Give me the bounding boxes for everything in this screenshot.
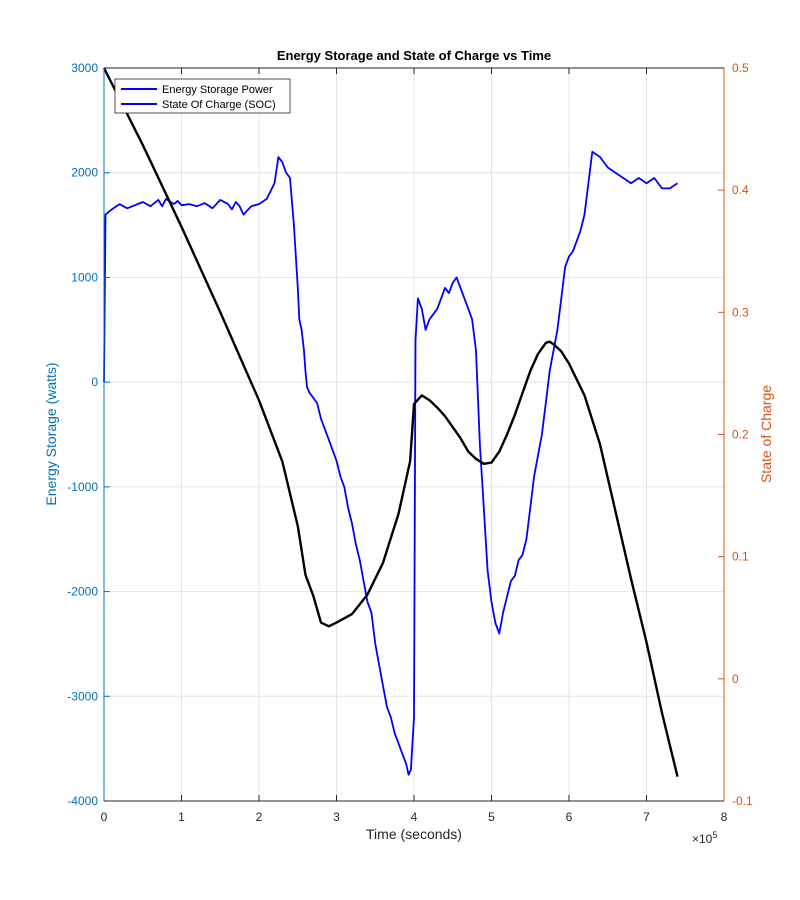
y-left-tick-label: -1000 xyxy=(67,480,98,494)
x-axis-exponent-base: ×10 xyxy=(692,832,713,846)
x-axis-label: Time (seconds) xyxy=(366,826,462,842)
chart-title: Energy Storage and State of Charge vs Ti… xyxy=(277,48,551,63)
y-right-tick-label: 0.4 xyxy=(732,183,749,197)
y-left-tick-label: 1000 xyxy=(71,270,98,284)
y-right-tick-label: 0.5 xyxy=(732,61,749,75)
legend-label-soc: State Of Charge (SOC) xyxy=(162,99,276,111)
y-left-tick-label: 2000 xyxy=(71,166,98,180)
legend-label-power: Energy Storage Power xyxy=(162,84,273,96)
y-right-tick-label: 0 xyxy=(732,672,739,686)
series-state-of-charge xyxy=(102,67,679,777)
y-left-tick-label: -2000 xyxy=(67,585,98,599)
x-tick-label: 6 xyxy=(566,810,573,824)
legend: Energy Storage Power State Of Charge (SO… xyxy=(114,78,291,114)
y-axis-right-label: State of Charge xyxy=(758,385,774,483)
x-tick-label: 1 xyxy=(178,810,185,824)
y-right-tick-label: -0.1 xyxy=(732,794,753,808)
y-right-tick-label: 0.1 xyxy=(732,550,749,564)
x-tick-label: 4 xyxy=(411,810,418,824)
x-axis-exponent-power: 5 xyxy=(712,830,717,840)
x-tick-label: 0 xyxy=(101,810,108,824)
y-right-tick-label: 0.2 xyxy=(732,428,749,442)
x-tick-label: 8 xyxy=(721,810,728,824)
x-tick-label: 3 xyxy=(333,810,340,824)
y-left-tick-label: -3000 xyxy=(67,689,98,703)
x-tick-label: 2 xyxy=(256,810,263,824)
series-layer xyxy=(102,67,679,777)
y-right-tick-label: 0.3 xyxy=(732,305,749,319)
y-left-tick-label: 3000 xyxy=(71,61,98,75)
y-left-tick-label: 0 xyxy=(91,375,98,389)
y-left-tick-label: -4000 xyxy=(67,794,98,808)
y-axis-left-label: Energy Storage (watts) xyxy=(43,362,59,505)
x-tick-label: 7 xyxy=(643,810,650,824)
axes: 0 1 2 3 4 5 6 7 8 3000 2000 1000 0 -1000 -2000 -3000 -40… xyxy=(67,61,753,824)
x-tick-label: 5 xyxy=(488,810,495,824)
series-energy-storage-power xyxy=(103,150,679,776)
legend-box xyxy=(114,78,291,114)
x-axis-exponent: ×105 xyxy=(692,830,717,846)
